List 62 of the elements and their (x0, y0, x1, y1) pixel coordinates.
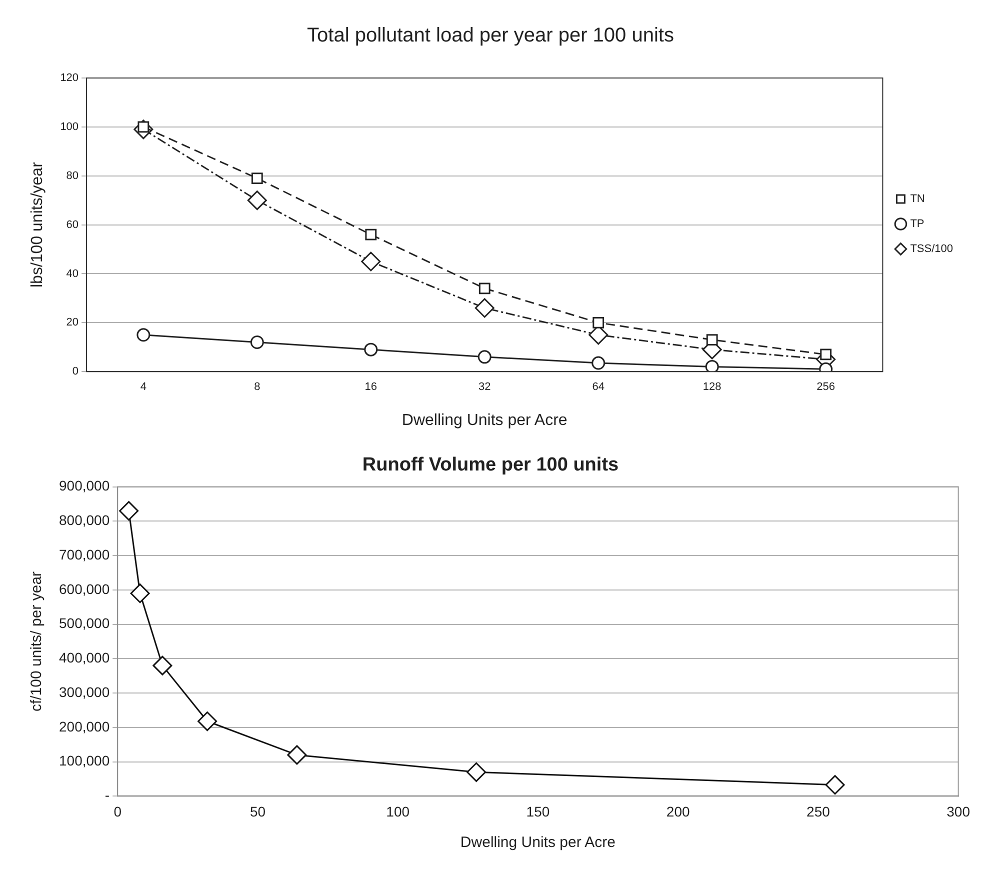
point (198, 712, 218, 732)
y-tick-label: - (104, 787, 110, 804)
x-tick-label: 250 (806, 803, 830, 820)
point (820, 348, 832, 360)
point (152, 656, 172, 676)
x-tick-label: 0 (114, 803, 122, 820)
point (474, 298, 494, 318)
point (361, 252, 381, 272)
x-tick-label: 4 (140, 381, 146, 394)
x-axis-title: Dwelling Units per Acre (460, 834, 616, 852)
y-tick-label: 300,000 (58, 684, 110, 700)
y-tick-label: 120 (60, 72, 79, 84)
x-tick-label: 8 (254, 381, 260, 394)
x-axis-title: Dwelling Units per Acre (402, 412, 568, 429)
x-tick-label: 32 (478, 381, 491, 394)
point (364, 342, 378, 356)
y-tick-label: 500,000 (58, 615, 110, 632)
point (119, 501, 139, 521)
legend-label: TP (910, 218, 924, 230)
point (466, 762, 486, 782)
y-tick-label: 900,000 (58, 478, 110, 494)
point (478, 282, 490, 294)
y-axis-title: lbs/100 units/year (29, 161, 46, 288)
point (825, 775, 845, 795)
chart-title: Total pollutant load per year per 100 units (307, 24, 674, 47)
y-tick-label: 400,000 (58, 650, 110, 666)
legend-label: TSS/100 (910, 243, 954, 256)
y-tick-label: 0 (72, 366, 79, 378)
y-tick-label: 60 (66, 218, 79, 231)
point (705, 360, 719, 372)
y-tick-label: 100,000 (58, 752, 110, 769)
chart-title: Runoff Volume per 100 units (362, 454, 619, 476)
y-tick-label: 600,000 (58, 580, 110, 597)
legend-label: TN (910, 193, 925, 206)
y-axis-title: cf/100 units/ per year (28, 571, 46, 712)
x-tick-label: 100 (386, 803, 410, 820)
point (592, 356, 606, 370)
x-tick-label: 256 (816, 381, 836, 394)
x-tick-label: 150 (526, 803, 550, 820)
point (478, 350, 492, 364)
point (592, 316, 604, 328)
point (247, 190, 267, 210)
x-tick-label: 50 (250, 803, 266, 820)
y-tick-label: 20 (66, 316, 79, 329)
y-tick-label: 700,000 (58, 546, 110, 562)
x-tick-label: 200 (666, 803, 690, 820)
x-tick-label: 128 (702, 381, 722, 394)
y-tick-label: 40 (66, 268, 79, 280)
x-tick-label: 16 (364, 381, 378, 394)
y-tick-label: 100 (60, 120, 79, 133)
point (365, 228, 377, 240)
y-tick-label: 800,000 (58, 512, 110, 528)
point (287, 745, 307, 765)
point (130, 584, 150, 604)
point (250, 335, 264, 349)
x-tick-label: 64 (592, 381, 604, 394)
point (251, 172, 263, 184)
y-tick-label: 80 (66, 170, 79, 182)
x-tick-label: 300 (946, 803, 970, 820)
y-tick-label: 200,000 (58, 718, 110, 734)
point (136, 328, 150, 342)
point (706, 334, 718, 346)
